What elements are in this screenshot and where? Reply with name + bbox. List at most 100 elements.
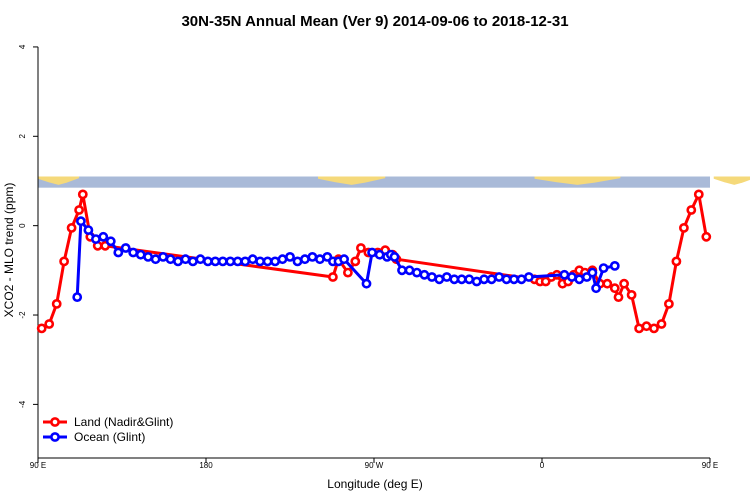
data-point [217, 256, 228, 267]
data-point [389, 251, 400, 262]
data-point [602, 278, 613, 289]
data-point [150, 254, 161, 265]
data-point [626, 289, 637, 300]
data-point [342, 267, 353, 278]
data-point [51, 298, 62, 309]
data-point [66, 222, 77, 233]
data-point [641, 321, 652, 332]
y-tick-label: -4 [18, 400, 27, 408]
y-tick-label: 2 [18, 134, 27, 139]
band-land [534, 176, 621, 185]
data-point [361, 278, 372, 289]
data-point [613, 292, 624, 302]
data-point [210, 256, 221, 267]
data-point [299, 254, 310, 265]
data-point [113, 247, 124, 258]
x-tick-label: 90 E [30, 461, 46, 470]
data-point [686, 205, 697, 215]
axes: 90 E 180 90 W 0 90 E 4 2 0 -2 -4 [18, 44, 718, 470]
data-point [559, 269, 570, 280]
data-point [367, 247, 377, 258]
data-point [240, 256, 251, 267]
data-point [307, 251, 318, 262]
data-point [701, 231, 712, 242]
data-point [587, 267, 598, 278]
band-ocean [38, 176, 710, 188]
band-land [318, 176, 386, 185]
data-point [397, 265, 407, 276]
y-tick-label: 4 [18, 44, 27, 49]
series-layer [36, 189, 712, 334]
data-point [464, 274, 475, 285]
legend-land-marker [50, 417, 60, 427]
data-point [36, 323, 47, 334]
data-point [649, 323, 659, 334]
legend: Land (Nadir&Glint) Ocean (Glint) [43, 415, 173, 444]
data-point [609, 283, 620, 294]
series-ocean [72, 216, 620, 302]
x-tick-label: 0 [540, 461, 545, 470]
data-point [277, 254, 288, 265]
data-point [656, 319, 667, 329]
data-point [262, 256, 273, 267]
series-land [36, 189, 712, 334]
legend-ocean-label: Ocean (Glint) [74, 430, 145, 444]
legend-ocean-marker [50, 432, 60, 442]
data-point [524, 272, 534, 282]
data-point [479, 274, 489, 285]
data-point [187, 256, 198, 267]
data-point [128, 247, 139, 258]
data-point [355, 243, 366, 253]
legend-land-label: Land (Nadir&Glint) [74, 415, 173, 429]
data-point [83, 225, 94, 235]
data-point [609, 260, 620, 271]
band-land [38, 176, 80, 185]
data-point [591, 283, 601, 294]
data-point [339, 254, 349, 265]
chart-title: 30N-35N Annual Mean (Ver 9) 2014-09-06 t… [181, 13, 568, 30]
data-point [59, 256, 69, 267]
data-point [44, 319, 55, 329]
data-point [419, 269, 430, 280]
data-point [411, 267, 422, 278]
data-point [486, 274, 497, 285]
data-point [456, 274, 467, 285]
data-point [374, 249, 385, 260]
y-tick-label: -2 [18, 311, 27, 319]
data-point [165, 254, 176, 265]
series-line [40, 192, 708, 330]
x-tick-label: 180 [199, 461, 213, 470]
band-land [713, 176, 750, 185]
data-point [509, 274, 519, 285]
data-point [664, 298, 674, 309]
surface-type-band [38, 176, 750, 188]
data-point [671, 256, 682, 267]
data-point [327, 272, 338, 282]
data-point [619, 278, 629, 289]
data-point [693, 189, 704, 200]
data-point [105, 236, 116, 247]
data-point [501, 274, 512, 285]
data-point [143, 251, 153, 262]
data-point [679, 222, 689, 233]
data-point [574, 274, 585, 285]
data-point [195, 254, 206, 265]
data-point [173, 256, 183, 267]
data-point [598, 263, 609, 273]
data-point [434, 274, 445, 285]
data-point [255, 256, 265, 267]
x-tick-label: 90 E [702, 461, 718, 470]
data-point [76, 216, 86, 227]
data-point [441, 272, 452, 282]
y-axis-label: XCO2 - MLO trend (ppm) [2, 183, 16, 318]
data-point [350, 256, 361, 267]
data-point [232, 256, 243, 267]
x-axis-label: Longitude (deg E) [327, 477, 422, 491]
y-tick-label: 0 [18, 223, 27, 228]
data-point [72, 292, 83, 302]
x-tick-label: 90 W [365, 461, 384, 470]
data-point [77, 189, 88, 200]
data-point [120, 243, 131, 253]
data-point [98, 231, 109, 242]
